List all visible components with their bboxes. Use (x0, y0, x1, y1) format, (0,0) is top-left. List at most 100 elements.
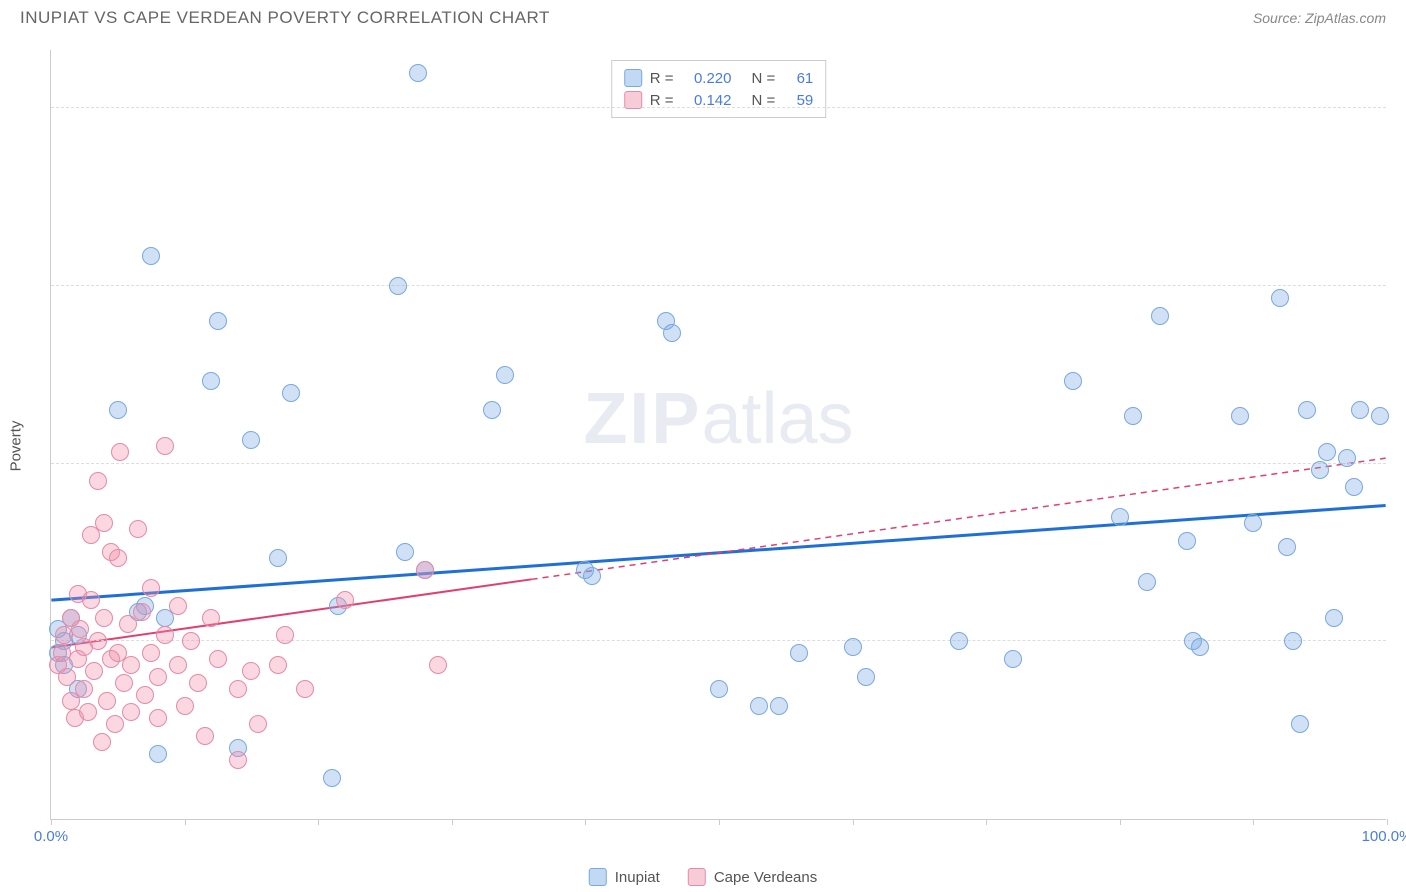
data-point (1111, 508, 1129, 526)
data-point (149, 709, 167, 727)
r-value: 0.220 (682, 70, 732, 87)
data-point (1004, 650, 1022, 668)
data-point (109, 401, 127, 419)
data-point (269, 549, 287, 567)
data-point (142, 644, 160, 662)
data-point (1311, 461, 1329, 479)
data-point (269, 656, 287, 674)
y-tick-label: 45.0% (1396, 260, 1406, 277)
data-point (1298, 401, 1316, 419)
data-point (122, 656, 140, 674)
x-tick (986, 819, 987, 825)
data-point (1278, 538, 1296, 556)
data-point (202, 609, 220, 627)
data-point (111, 443, 129, 461)
data-point (249, 715, 267, 733)
data-point (483, 401, 501, 419)
data-point (115, 674, 133, 692)
data-point (136, 686, 154, 704)
data-point (396, 543, 414, 561)
x-tick (1387, 819, 1388, 825)
data-point (663, 324, 681, 342)
gridline (51, 107, 1386, 108)
data-point (276, 626, 294, 644)
data-point (336, 591, 354, 609)
data-point (950, 632, 968, 650)
data-point (1124, 407, 1142, 425)
legend-item: Cape Verdeans (688, 868, 817, 886)
data-point (844, 638, 862, 656)
correlation-stats-box: R =0.220N =61R =0.142N =59 (611, 60, 827, 118)
data-point (1291, 715, 1309, 733)
x-tick (1120, 819, 1121, 825)
data-point (1284, 632, 1302, 650)
data-point (1231, 407, 1249, 425)
chart-header: INUPIAT VS CAPE VERDEAN POVERTY CORRELAT… (0, 0, 1406, 32)
data-point (1064, 372, 1082, 390)
data-point (429, 656, 447, 674)
data-point (71, 620, 89, 638)
data-point (1151, 307, 1169, 325)
data-point (242, 662, 260, 680)
data-point (229, 680, 247, 698)
data-point (1351, 401, 1369, 419)
data-point (389, 277, 407, 295)
series-swatch (624, 69, 642, 87)
data-point (169, 597, 187, 615)
data-point (82, 591, 100, 609)
data-point (133, 603, 151, 621)
x-tick (452, 819, 453, 825)
r-value: 0.142 (682, 92, 732, 109)
data-point (282, 384, 300, 402)
data-point (75, 680, 93, 698)
x-tick (585, 819, 586, 825)
data-point (296, 680, 314, 698)
data-point (169, 656, 187, 674)
data-point (142, 247, 160, 265)
data-point (209, 312, 227, 330)
data-point (710, 680, 728, 698)
data-point (1271, 289, 1289, 307)
data-point (142, 579, 160, 597)
data-point (58, 668, 76, 686)
legend-item: Inupiat (589, 868, 660, 886)
data-point (95, 609, 113, 627)
data-point (1178, 532, 1196, 550)
data-point (1371, 407, 1389, 425)
data-point (409, 64, 427, 82)
y-tick-label: 15.0% (1396, 616, 1406, 633)
x-tick (318, 819, 319, 825)
chart-title: INUPIAT VS CAPE VERDEAN POVERTY CORRELAT… (20, 8, 550, 28)
watermark-atlas: atlas (701, 379, 853, 459)
data-point (189, 674, 207, 692)
data-point (85, 662, 103, 680)
data-point (196, 727, 214, 745)
x-tick (51, 819, 52, 825)
x-tick (853, 819, 854, 825)
y-tick-label: 30.0% (1396, 438, 1406, 455)
n-value: 59 (783, 92, 813, 109)
data-point (770, 697, 788, 715)
data-point (89, 632, 107, 650)
data-point (176, 697, 194, 715)
data-point (89, 472, 107, 490)
n-label: N = (752, 70, 776, 87)
x-tick (1253, 819, 1254, 825)
data-point (182, 632, 200, 650)
data-point (1318, 443, 1336, 461)
data-point (323, 769, 341, 787)
x-tick (185, 819, 186, 825)
n-label: N = (752, 92, 776, 109)
y-tick-label: 60.0% (1396, 83, 1406, 100)
series-legend: Inupiat Cape Verdeans (589, 868, 817, 886)
data-point (857, 668, 875, 686)
data-point (583, 567, 601, 585)
data-point (416, 561, 434, 579)
x-tick (719, 819, 720, 825)
n-value: 61 (783, 70, 813, 87)
data-point (1138, 573, 1156, 591)
legend-swatch (688, 868, 706, 886)
x-tick-label: 0.0% (34, 828, 68, 845)
legend-label: Cape Verdeans (714, 869, 817, 886)
gridline (51, 285, 1386, 286)
